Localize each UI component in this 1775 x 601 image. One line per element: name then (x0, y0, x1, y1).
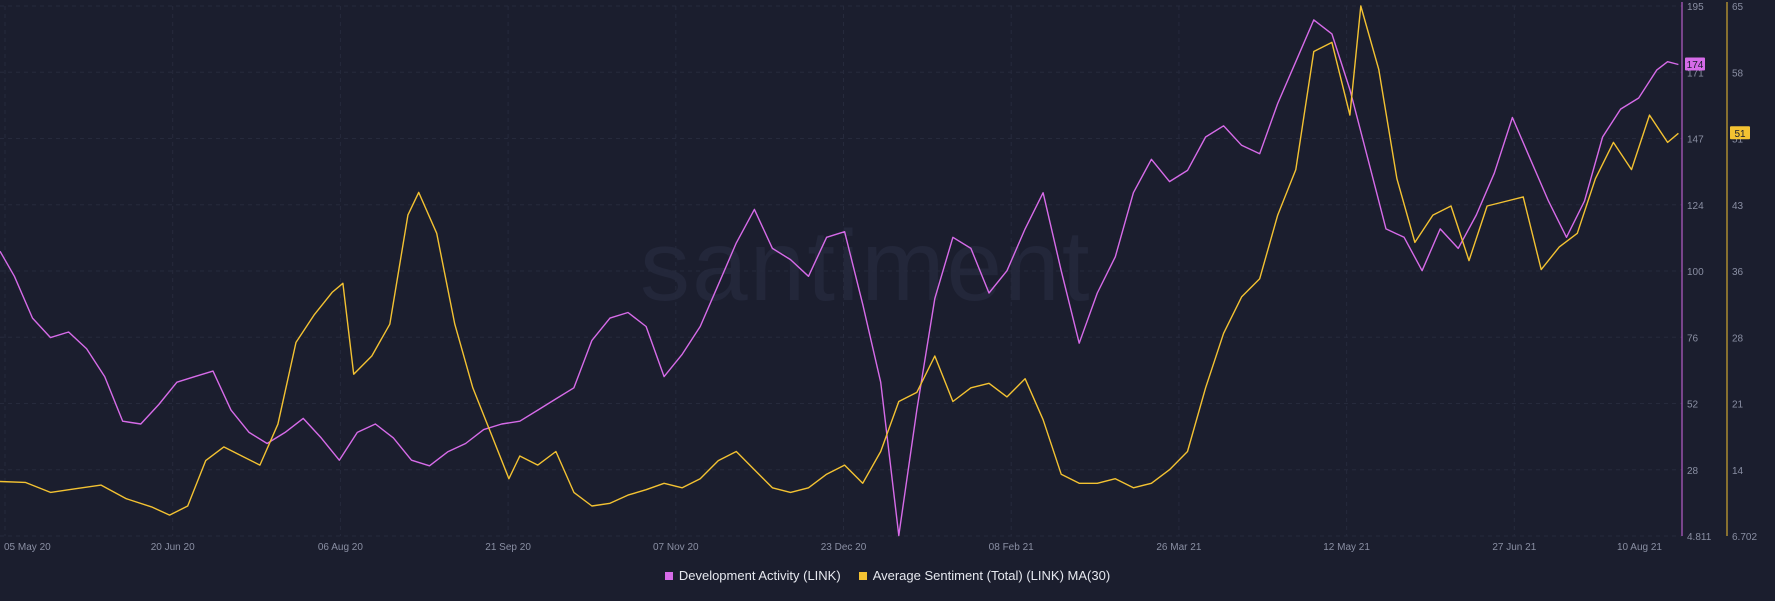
y-right-tick-label: 14 (1732, 466, 1744, 477)
y-right-tick-label: 28 (1732, 333, 1744, 344)
legend-swatch-dev-activity (664, 571, 673, 580)
y-left-tick-label: 147 (1687, 135, 1704, 146)
x-tick-label: 12 May 21 (1323, 542, 1370, 553)
y-left-tick-label: 52 (1687, 400, 1699, 411)
chart-legend: Development Activity (LINK) Average Sent… (0, 568, 1775, 583)
y-left-tick-label: 171 (1687, 68, 1704, 79)
current-value-badge-sentiment: 51 (1734, 129, 1746, 140)
series-line-dev-activity (0, 19, 1679, 537)
y-left-tick-label: 124 (1687, 201, 1704, 212)
legend-label-dev-activity: Development Activity (LINK) (678, 568, 841, 583)
x-tick-label: 26 Mar 21 (1156, 542, 1201, 553)
y-right-tick-label: 6.702 (1732, 532, 1757, 543)
y-left-tick-label: 100 (1687, 267, 1704, 278)
current-value-badge-sentiment-bg (1730, 126, 1750, 140)
current-value-badge-dev-activity: 174 (1687, 60, 1704, 71)
legend-label-sentiment: Average Sentiment (Total) (LINK) MA(30) (872, 568, 1111, 583)
y-right-tick-label: 58 (1732, 68, 1744, 79)
x-tick-label: 06 Aug 20 (318, 542, 363, 553)
x-tick-label: 21 Sep 20 (485, 542, 531, 553)
series-line-sentiment (0, 5, 1679, 516)
y-right-tick-label: 65 (1732, 2, 1744, 13)
x-tick-label: 20 Jun 20 (151, 542, 195, 553)
watermark: santiment (640, 210, 1092, 322)
x-tick-label: 10 Aug 21 (1617, 542, 1662, 553)
legend-item-sentiment[interactable]: Average Sentiment (Total) (LINK) MA(30) (858, 568, 1111, 583)
x-tick-label: 07 Nov 20 (653, 542, 699, 553)
x-tick-label: 08 Feb 21 (989, 542, 1034, 553)
current-value-badge-dev-activity-bg (1685, 57, 1705, 71)
y-right-tick-label: 36 (1732, 267, 1744, 278)
line-chart: santiment 05 May 20 20 Jun 20 06 Aug 20 21 S… (0, 2, 1757, 553)
y-right-tick-label: 51 (1732, 135, 1744, 146)
y-left-tick-label: 76 (1687, 333, 1699, 344)
x-tick-label: 27 Jun 21 (1492, 542, 1536, 553)
y-left-tick-label: 4.811 (1687, 532, 1712, 543)
legend-item-dev-activity[interactable]: Development Activity (LINK) (664, 568, 841, 583)
y-right-tick-label: 21 (1732, 400, 1744, 411)
x-tick-label: 05 May 20 (4, 542, 51, 553)
y-left-tick-label: 195 (1687, 2, 1704, 13)
legend-swatch-sentiment (858, 571, 867, 580)
y-right-tick-label: 43 (1732, 201, 1744, 212)
y-left-tick-label: 28 (1687, 466, 1699, 477)
x-tick-label: 23 Dec 20 (821, 542, 867, 553)
